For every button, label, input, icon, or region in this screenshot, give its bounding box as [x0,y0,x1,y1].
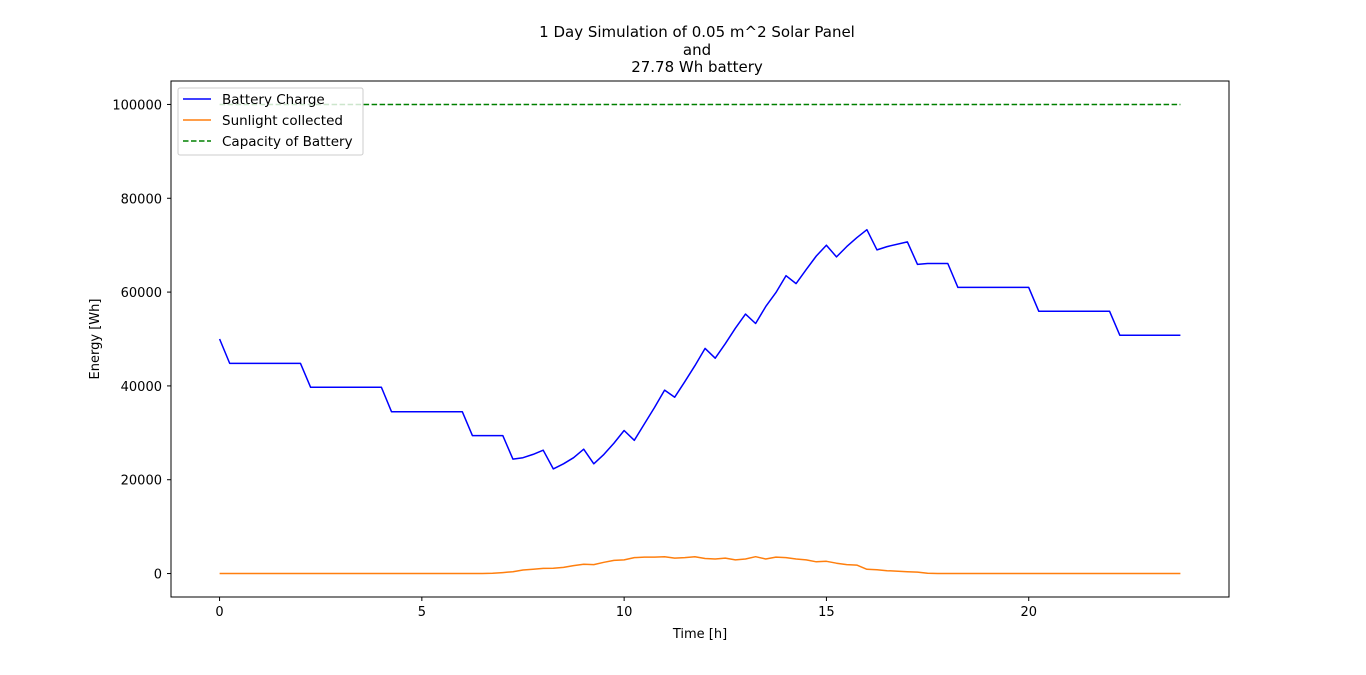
x-tick-label: 5 [418,605,426,620]
y-tick-label: 0 [154,568,162,583]
legend: Battery Charge Sunlight collected Capaci… [178,88,363,155]
legend-label-battery-charge: Battery Charge [222,92,325,108]
legend-label-sunlight-collected: Sunlight collected [222,113,343,129]
y-tick-label: 60000 [121,286,162,301]
chart-title-line-2: and [683,41,711,59]
chart-title-line-1: 1 Day Simulation of 0.05 m^2 Solar Panel [539,23,855,41]
y-tick-label: 40000 [121,380,162,395]
chart-title-line-3: 27.78 Wh battery [631,58,763,76]
y-tick-label: 80000 [121,192,162,207]
x-tick-label: 10 [616,605,633,620]
x-tick-label: 0 [215,605,223,620]
y-tick-label: 20000 [121,474,162,489]
x-tick-label: 15 [818,605,835,620]
x-tick-label: 20 [1020,605,1037,620]
legend-label-capacity-of-battery: Capacity of Battery [222,134,353,150]
y-tick-label: 100000 [112,98,162,113]
x-axis-label: Time [h] [672,627,727,642]
y-axis-label: Energy [Wh] [88,299,103,380]
